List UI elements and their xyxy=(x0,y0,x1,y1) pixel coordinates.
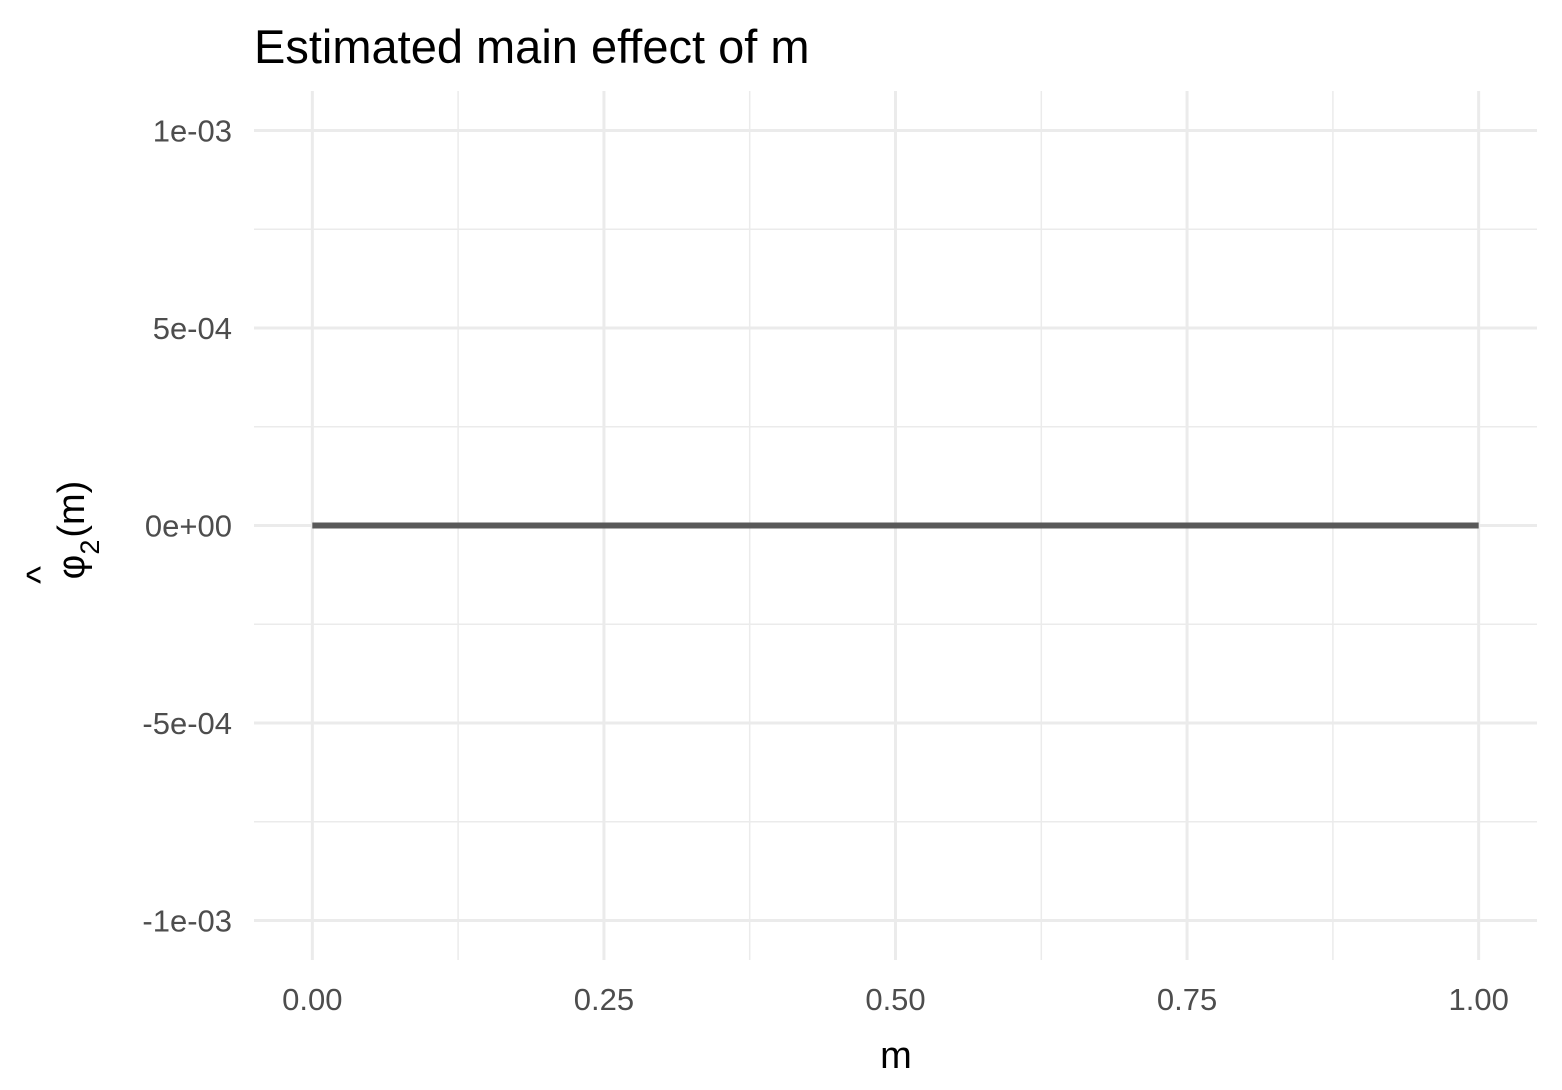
y-axis-symbol: φ xyxy=(51,555,93,580)
y-tick-label: 5e-04 xyxy=(153,311,232,346)
x-tick-label: 0.50 xyxy=(865,982,925,1017)
y-axis-hat: ^ xyxy=(20,566,62,584)
y-tick-label: 1e-03 xyxy=(153,114,232,149)
x-tick-label: 0.75 xyxy=(1157,982,1217,1017)
x-tick-labels: 0.00 0.25 0.50 0.75 1.00 xyxy=(282,982,1509,1017)
y-tick-label: -1e-03 xyxy=(142,904,232,939)
y-axis-subscript: 2 xyxy=(75,540,105,555)
x-tick-label: 0.25 xyxy=(574,982,634,1017)
x-tick-label: 0.00 xyxy=(282,982,342,1017)
y-tick-labels: -1e-03 -5e-04 0e+00 5e-04 1e-03 xyxy=(142,114,232,939)
y-axis-argument: (m) xyxy=(51,481,93,538)
y-tick-label: 0e+00 xyxy=(145,509,232,544)
y-axis-title: φ2 (m) ^ xyxy=(20,481,105,584)
y-tick-label: -5e-04 xyxy=(142,706,232,741)
x-axis-title: m xyxy=(880,1035,912,1077)
svg-text:φ2(m): φ2 (m) xyxy=(51,481,105,580)
chart-title: Estimated main effect of m xyxy=(254,20,810,73)
x-tick-label: 1.00 xyxy=(1449,982,1509,1017)
